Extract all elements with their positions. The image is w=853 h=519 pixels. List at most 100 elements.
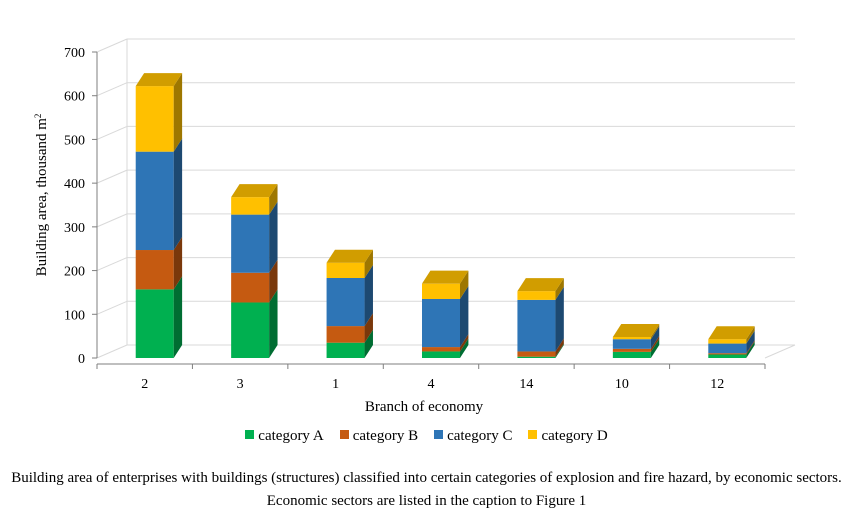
bar-segment — [422, 347, 460, 352]
bar-segment-side — [364, 265, 373, 327]
bar-segment-side — [269, 259, 278, 303]
y-tick-label: 0 — [78, 352, 85, 367]
bar-top — [326, 249, 373, 263]
x-axis-title: Branch of economy — [365, 399, 484, 415]
bar-segment — [612, 339, 651, 349]
bar-segment-side — [269, 184, 278, 215]
legend-swatch — [528, 430, 538, 439]
bar-segment — [231, 302, 270, 358]
legend-item: category B — [339, 428, 419, 445]
y-tick-label: 200 — [64, 265, 85, 280]
gridline-depth — [96, 169, 128, 184]
bar-segment — [517, 356, 556, 358]
bar-stack-2 — [135, 73, 183, 358]
y-tick-label: 600 — [64, 90, 85, 105]
bar-top — [422, 270, 469, 284]
bar-segment — [422, 298, 460, 348]
bar-segment-side — [555, 343, 564, 358]
legend-label: category C — [447, 428, 513, 444]
y-tick-label: 700 — [64, 46, 85, 61]
bar-segment — [612, 348, 651, 352]
bar-stack-1 — [326, 249, 373, 358]
bar-segment — [517, 299, 556, 352]
bar-segment-side — [173, 73, 183, 152]
x-tick-label: 12 — [710, 377, 724, 392]
bar-stack-3 — [231, 184, 278, 358]
legend-label: category B — [352, 428, 419, 444]
legend: category A category B category C category D — [0, 428, 853, 445]
bar-segment — [708, 353, 747, 355]
bar-segment-side — [746, 326, 755, 344]
bar-segment — [326, 262, 365, 279]
bar-segment — [517, 351, 556, 357]
bar-stack-12 — [708, 326, 755, 358]
bar-segment-side — [460, 334, 469, 352]
y-tick-label: 100 — [64, 308, 85, 323]
bar-top — [708, 326, 755, 340]
bar-segment — [517, 291, 556, 300]
bar-segment-side — [269, 201, 278, 273]
y-axis-title: Building area, thousand m2 — [33, 114, 50, 277]
bar-segment — [326, 342, 365, 358]
bar-segment-side — [460, 285, 469, 348]
bar-segment — [135, 289, 174, 358]
bar-segment-side — [364, 249, 373, 279]
bar-segment-side — [555, 278, 564, 300]
bar-segment — [135, 86, 174, 152]
legend-swatch — [339, 430, 349, 439]
y-tick-label: 400 — [64, 177, 85, 192]
bar-segment-side — [460, 270, 469, 299]
bar-segment — [231, 197, 270, 215]
legend-label: category A — [258, 428, 324, 444]
bar-segment-side — [173, 276, 183, 358]
legend-label: category D — [541, 428, 608, 444]
gridline-depth — [96, 257, 128, 272]
bar-segment-side — [173, 138, 183, 251]
x-tick-label: 3 — [237, 377, 244, 392]
bar-top — [612, 324, 660, 338]
bar-segment-side — [650, 324, 660, 340]
bar-segment-side — [173, 237, 183, 290]
bar-stack-14 — [517, 278, 564, 358]
bar-segment-side — [364, 313, 373, 343]
bar-segment — [708, 354, 747, 358]
bar-segment-side — [460, 338, 469, 358]
bar-segment — [612, 351, 651, 358]
bar-segment-side — [746, 340, 755, 355]
x-tick-label: 1 — [332, 377, 339, 392]
bar-segment — [231, 214, 270, 273]
y-tick-label: 300 — [64, 221, 85, 236]
legend-swatch — [245, 430, 255, 439]
bar-segment-side — [746, 330, 755, 354]
bar-segment — [135, 250, 174, 290]
bar-segment — [326, 278, 365, 327]
bar-segment — [612, 337, 651, 340]
bar-segment — [708, 339, 747, 344]
bar-top — [517, 278, 564, 292]
bar-segment-side — [650, 326, 660, 349]
bar-segment-side — [269, 289, 278, 358]
bar-segment-side — [555, 286, 564, 352]
figure-caption: Building area of enterprises with buildi… — [11, 470, 842, 509]
x-tick-label: 2 — [141, 377, 148, 392]
bar-segment — [231, 272, 270, 303]
bar-top — [135, 73, 183, 87]
legend-item: category C — [434, 428, 512, 445]
bar-segment — [135, 151, 174, 251]
bar-segment-side — [650, 338, 660, 358]
bar-segment — [708, 343, 747, 354]
x-tick-label: 10 — [615, 377, 629, 392]
legend-item: category A — [245, 428, 324, 445]
gridline-depth — [96, 344, 128, 359]
bar-segment-side — [650, 335, 660, 352]
bar-segment-side — [555, 338, 564, 357]
x-tick-label: 4 — [428, 377, 435, 392]
bar-segment-side — [746, 341, 755, 358]
x-tick-label: 14 — [519, 377, 533, 392]
bar-top — [231, 184, 278, 198]
floor-edge — [764, 344, 796, 359]
bar-segment — [422, 351, 460, 358]
bar-stack-10 — [612, 324, 660, 358]
